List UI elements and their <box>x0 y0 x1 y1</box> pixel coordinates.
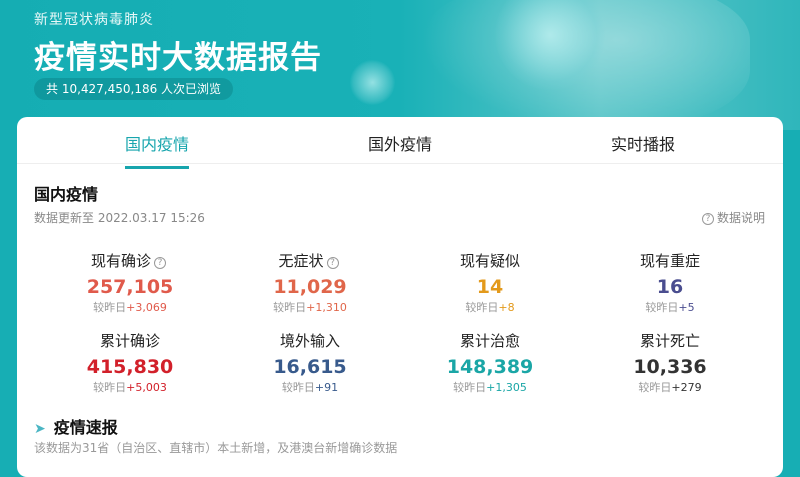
tab-domestic[interactable]: 国内疫情 <box>124 131 190 169</box>
stat-item: 现有疑似 14 较昨日+8 <box>400 250 580 315</box>
paper-plane-icon: ➤ <box>34 421 46 437</box>
delta-value: +91 <box>314 381 339 394</box>
question-icon[interactable]: ? <box>154 257 166 269</box>
delta-value: +279 <box>671 381 702 394</box>
stat-item: 累计确诊 415,830 较昨日+5,003 <box>40 330 220 395</box>
virus-icon <box>350 60 395 105</box>
stat-delta: 较昨日+1,305 <box>400 379 580 395</box>
stat-label: 累计死亡 <box>580 330 760 350</box>
stat-value: 257,105 <box>86 276 174 298</box>
delta-prefix: 较昨日 <box>645 301 679 314</box>
stat-value: 16,615 <box>273 356 347 378</box>
content-card: 国内疫情 国外疫情 实时播报 国内疫情 数据更新至 2022.03.17 15:… <box>17 117 783 477</box>
stat-value: 11,029 <box>273 276 347 298</box>
news-title-text: 疫情速报 <box>53 418 118 437</box>
section-title: 国内疫情 <box>34 185 99 204</box>
update-time: 数据更新至 2022.03.17 15:26 <box>34 211 205 225</box>
stat-label-text: 累计治愈 <box>459 332 520 350</box>
stat-label-text: 无症状 <box>278 252 324 270</box>
stat-label: 无症状? <box>220 250 400 270</box>
stat-label-text: 境外输入 <box>279 332 340 350</box>
stat-label: 现有重症 <box>580 250 760 270</box>
stat-label-text: 累计死亡 <box>639 332 700 350</box>
delta-prefix: 较昨日 <box>453 381 487 394</box>
stat-value: 14 <box>476 276 504 298</box>
question-icon[interactable]: ? <box>326 257 339 269</box>
stat-label-text: 现有疑似 <box>459 252 520 270</box>
subtitle: 新型冠状病毒肺炎 <box>34 12 154 28</box>
tab-bar: 国内疫情 国外疫情 实时播报 <box>17 117 783 169</box>
stat-label-text: 累计确诊 <box>99 332 160 350</box>
tab-live[interactable]: 实时播报 <box>610 135 676 154</box>
stat-label: 现有疑似 <box>400 250 580 270</box>
stat-label-text: 现有重症 <box>639 252 700 270</box>
stat-value: 148,389 <box>446 356 534 378</box>
stat-delta: 较昨日+5 <box>580 299 760 315</box>
delta-prefix: 较昨日 <box>93 301 127 314</box>
stat-value: 16 <box>656 276 684 298</box>
news-title: ➤ 疫情速报 <box>34 414 118 438</box>
tab-international[interactable]: 国外疫情 <box>367 135 433 154</box>
news-note: 该数据为31省（自治区、直辖市）本土新增，及港澳台新增确诊数据 <box>34 441 398 455</box>
delta-value: +5,003 <box>126 381 167 394</box>
stat-item: 现有重症 16 较昨日+5 <box>580 250 760 315</box>
stat-item: 累计治愈 148,389 较昨日+1,305 <box>400 330 580 395</box>
stat-label: 累计确诊 <box>40 330 220 350</box>
view-count-badge: 共 10,427,450,186 人次已浏览 <box>34 78 234 100</box>
delta-prefix: 较昨日 <box>273 301 307 314</box>
delta-prefix: 较昨日 <box>281 381 315 394</box>
question-icon: ? <box>701 213 714 225</box>
stat-label: 现有确诊? <box>40 250 220 270</box>
stat-delta: 较昨日+91 <box>220 379 400 395</box>
stat-delta: 较昨日+279 <box>580 379 760 395</box>
virus-icon <box>495 0 605 90</box>
help-label: 数据说明 <box>716 211 765 225</box>
delta-prefix: 较昨日 <box>638 381 672 394</box>
stat-item: 境外输入 16,615 较昨日+91 <box>220 330 400 395</box>
delta-prefix: 较昨日 <box>93 381 127 394</box>
stat-delta: 较昨日+8 <box>400 299 580 315</box>
stat-label-text: 现有确诊 <box>90 252 151 270</box>
page-title: 疫情实时大数据报告 <box>34 40 322 76</box>
delta-value: +5 <box>678 301 695 314</box>
stat-delta: 较昨日+3,069 <box>40 299 220 315</box>
stat-value: 10,336 <box>633 356 707 378</box>
delta-prefix: 较昨日 <box>465 301 499 314</box>
stat-label: 境外输入 <box>220 330 400 350</box>
data-help-link[interactable]: ? 数据说明 <box>699 209 765 226</box>
stat-delta: 较昨日+1,310 <box>220 299 400 315</box>
delta-value: +1,310 <box>306 301 347 314</box>
stat-label: 累计治愈 <box>400 330 580 350</box>
delta-value: +1,305 <box>486 381 527 394</box>
delta-value: +8 <box>498 301 515 314</box>
hero-banner: 新型冠状病毒肺炎 疫情实时大数据报告 共 10,427,450,186 人次已浏… <box>0 0 800 130</box>
stat-item: 无症状? 11,029 较昨日+1,310 <box>220 250 400 315</box>
stat-delta: 较昨日+5,003 <box>40 379 220 395</box>
stat-item: 现有确诊? 257,105 较昨日+3,069 <box>40 250 220 315</box>
stat-item: 累计死亡 10,336 较昨日+279 <box>580 330 760 395</box>
delta-value: +3,069 <box>126 301 167 314</box>
stat-value: 415,830 <box>86 356 174 378</box>
